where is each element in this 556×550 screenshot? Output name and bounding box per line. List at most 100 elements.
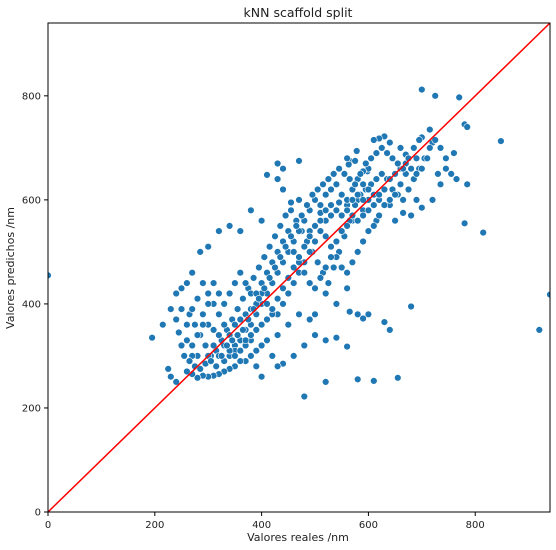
data-point [364, 206, 373, 215]
data-point [364, 185, 373, 194]
data-point [276, 253, 284, 261]
data-point [287, 206, 295, 215]
data-point [380, 318, 389, 326]
data-point [319, 180, 327, 189]
data-point [287, 198, 295, 207]
data-point [399, 196, 407, 204]
plot-area [47, 22, 551, 513]
data-point [322, 232, 330, 241]
data-point [426, 125, 434, 134]
data-point [463, 180, 471, 189]
data-point [354, 248, 362, 256]
data-point [364, 227, 373, 235]
data-point [356, 170, 365, 178]
data-point [252, 362, 260, 370]
data-point [265, 243, 274, 251]
data-point [327, 243, 335, 251]
data-point [345, 160, 353, 169]
data-point [183, 321, 191, 329]
y-axis: 0 200 400 600 800 [22, 91, 48, 519]
data-point [257, 373, 266, 381]
data-point [241, 279, 250, 287]
data-point [436, 144, 445, 152]
data-point [535, 326, 543, 334]
data-point [418, 204, 426, 212]
data-point [372, 149, 381, 157]
data-point [396, 144, 405, 152]
data-point [290, 263, 298, 272]
data-point [423, 154, 431, 163]
data-point [322, 289, 330, 298]
data-point [343, 269, 351, 277]
data-point [497, 137, 505, 145]
data-point [354, 310, 362, 318]
data-point [290, 279, 298, 287]
data-point [354, 375, 362, 383]
x-axis-label: Valores reales /nm [247, 531, 349, 544]
data-point [298, 211, 306, 220]
data-point [335, 165, 343, 173]
data-point [279, 300, 287, 308]
data-point [324, 279, 333, 287]
data-point [204, 243, 212, 251]
data-point [343, 154, 351, 163]
x-tick-label: 600 [359, 520, 378, 531]
data-point [428, 196, 437, 204]
data-point [324, 175, 333, 183]
data-point [359, 237, 367, 246]
data-point [193, 374, 202, 382]
data-point [290, 248, 298, 256]
x-tick-label: 400 [252, 520, 271, 531]
data-point [340, 170, 349, 178]
data-point [450, 149, 458, 157]
data-point [220, 300, 228, 308]
data-point [220, 321, 228, 329]
data-point [407, 165, 415, 173]
data-point [236, 347, 245, 355]
data-point [236, 227, 245, 235]
y-tick-label: 800 [22, 91, 41, 102]
data-point [460, 219, 469, 228]
data-point [314, 185, 322, 194]
data-point [263, 336, 271, 344]
plot-frame [47, 22, 551, 513]
data-point [436, 180, 445, 189]
data-point [199, 321, 207, 329]
data-point [233, 331, 242, 339]
data-point [209, 279, 218, 287]
data-point [354, 217, 362, 225]
data-point [241, 336, 250, 344]
data-point [300, 341, 308, 350]
data-point [375, 211, 383, 220]
data-point [316, 201, 325, 209]
data-point [388, 154, 397, 163]
data-point [380, 185, 389, 194]
data-point [364, 310, 373, 318]
data-point [327, 201, 335, 209]
data-point [418, 85, 426, 94]
data-point [455, 93, 463, 102]
data-point [359, 314, 367, 323]
data-point [255, 263, 263, 272]
data-point [201, 341, 210, 350]
data-point [303, 201, 311, 209]
data-point [295, 310, 303, 318]
data-point [330, 170, 338, 178]
data-point [247, 206, 255, 215]
data-point [447, 170, 455, 178]
data-point [281, 243, 290, 251]
data-points [48, 85, 550, 401]
data-point [479, 228, 487, 237]
data-point [225, 222, 234, 230]
data-point [239, 326, 247, 334]
data-point [386, 326, 394, 334]
data-point [391, 191, 399, 199]
data-point [327, 185, 335, 194]
data-point [225, 289, 234, 298]
data-point [418, 165, 426, 173]
data-point [193, 331, 202, 339]
data-point [407, 211, 415, 220]
data-point [330, 263, 338, 272]
data-point [372, 175, 381, 183]
